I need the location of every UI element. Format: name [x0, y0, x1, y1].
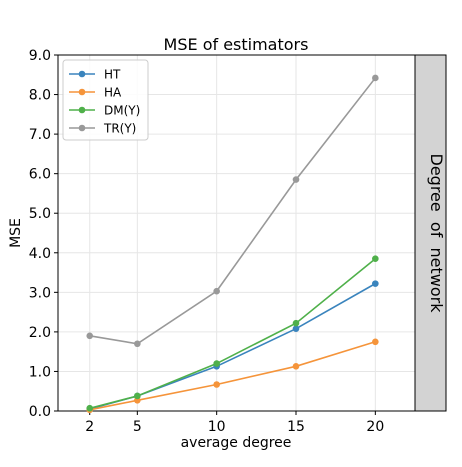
- data-point: [86, 404, 94, 412]
- legend-marker: [78, 70, 86, 78]
- data-point: [134, 392, 141, 400]
- data-point: [292, 363, 300, 370]
- x-tick-label: 15: [287, 419, 305, 435]
- y-tick-label: 8.0: [29, 88, 51, 104]
- legend-item: DM(Y): [69, 104, 140, 118]
- legend-label: DM(Y): [104, 104, 140, 118]
- data-point: [372, 338, 379, 346]
- series-tr-y: [86, 74, 379, 348]
- series-dm-y: [86, 255, 379, 412]
- series-line: [89, 341, 376, 411]
- series-group: [86, 74, 379, 414]
- x-tick-label: 20: [366, 419, 384, 435]
- data-point: [213, 287, 220, 295]
- chart-title: MSE of estimators: [164, 35, 309, 54]
- legend-marker: [78, 106, 86, 114]
- data-point: [134, 340, 141, 348]
- legend-marker: [78, 124, 86, 132]
- data-point: [213, 381, 220, 388]
- y-tick-label: 7.0: [29, 127, 51, 143]
- x-axis: 2 5 10 15 20: [85, 411, 384, 435]
- y-tick-label: 6.0: [29, 167, 51, 183]
- y-tick-label: 4.0: [29, 246, 51, 262]
- legend: HT HA DM(Y) TR(Y): [62, 59, 149, 141]
- x-tick-label: 5: [133, 419, 142, 435]
- y-axis-label: MSE: [8, 218, 24, 248]
- data-point: [372, 280, 379, 287]
- facet-label: Degree of network: [427, 154, 446, 314]
- facet-strip: [414, 54, 447, 412]
- x-tick-label: 10: [208, 419, 226, 435]
- data-point: [213, 360, 220, 367]
- data-point: [292, 176, 300, 183]
- y-tick-label: 1.0: [29, 364, 51, 380]
- legend-marker: [78, 88, 86, 96]
- legend-label: HT: [104, 68, 121, 82]
- y-tick-label: 9.0: [29, 48, 51, 64]
- series-line: [89, 282, 376, 410]
- data-point: [372, 74, 379, 82]
- legend-box: [62, 59, 149, 141]
- legend-item: HT: [69, 68, 121, 82]
- data-point: [86, 332, 94, 340]
- series-ha: [86, 338, 379, 414]
- data-point: [292, 325, 300, 333]
- series-ht: [86, 280, 379, 413]
- x-tick-label: 2: [85, 419, 94, 435]
- y-tick-label: 5.0: [29, 206, 51, 222]
- data-point: [292, 319, 300, 327]
- legend-item: TR(Y): [69, 122, 136, 136]
- y-axis: 0.0 1.0 2.0 3.0 4.0 5.0 6.0 7.0 8.0 9.0: [29, 48, 58, 420]
- legend-label: HA: [104, 86, 122, 100]
- legend-item: HA: [69, 86, 122, 100]
- x-axis-label: average degree: [181, 435, 292, 451]
- data-point: [372, 255, 379, 263]
- y-tick-label: 2.0: [29, 325, 51, 341]
- y-tick-label: 3.0: [29, 285, 51, 301]
- legend-label: TR(Y): [103, 122, 136, 136]
- y-tick-label: 0.0: [29, 404, 51, 420]
- series-line: [89, 258, 376, 410]
